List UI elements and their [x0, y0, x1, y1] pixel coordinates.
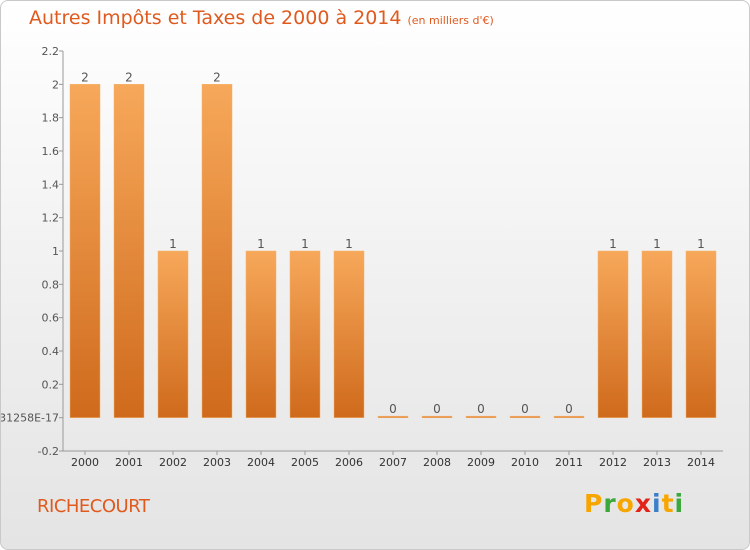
bar-value-label: 1 — [301, 237, 309, 251]
bar — [421, 415, 453, 418]
bar — [465, 415, 497, 418]
x-tick-label: 2014 — [687, 456, 715, 469]
y-tick-label: 0.2 — [42, 378, 60, 391]
x-tick-label: 2004 — [247, 456, 275, 469]
bar-value-label: 2 — [81, 70, 89, 84]
y-tick-label: 1 — [52, 245, 59, 258]
bar-value-label: 0 — [565, 402, 573, 416]
bar-value-label: 0 — [477, 402, 485, 416]
bar-value-label: 1 — [609, 237, 617, 251]
proxiti-logo[interactable]: Proxiti — [584, 489, 684, 518]
x-tick-label: 2011 — [555, 456, 583, 469]
bar — [201, 84, 233, 418]
bar — [157, 250, 189, 418]
logo-letter: P — [584, 489, 604, 518]
x-tick-label: 2010 — [511, 456, 539, 469]
bar — [289, 250, 321, 418]
y-tick-label: -0.2 — [38, 445, 59, 458]
chart-title: Autres Impôts et Taxes de 2000 à 2014 (en… — [29, 7, 494, 29]
bar-value-label: 1 — [257, 237, 265, 251]
bar — [113, 84, 145, 418]
logo-letter: i — [674, 489, 685, 518]
y-tick-label: 1.8 — [42, 112, 60, 125]
x-tick-label: 2013 — [643, 456, 671, 469]
bar — [69, 84, 101, 418]
bar — [377, 415, 409, 418]
x-tick-label: 2001 — [115, 456, 143, 469]
logo-letter: t — [661, 489, 675, 518]
x-tick-label: 2009 — [467, 456, 495, 469]
bar — [509, 415, 541, 418]
x-tick-label: 2002 — [159, 456, 187, 469]
bar-value-label: 2 — [125, 70, 133, 84]
logo-letter: x — [634, 489, 652, 518]
bar-value-label: 1 — [345, 237, 353, 251]
x-tick-label: 2008 — [423, 456, 451, 469]
logo-letter: o — [616, 489, 635, 518]
bar-value-label: 1 — [653, 237, 661, 251]
logo-letter: i — [652, 489, 662, 518]
logo-letter: r — [603, 489, 617, 518]
bar-value-label: 1 — [697, 237, 705, 251]
bar — [245, 250, 277, 418]
x-tick-label: 2000 — [71, 456, 99, 469]
chart-unit: (en milliers d'€) — [407, 14, 494, 27]
x-tick-label: 2005 — [291, 456, 319, 469]
x-tick-label: 2006 — [335, 456, 363, 469]
bar — [333, 250, 365, 418]
bar — [597, 250, 629, 418]
y-tick-label: 1.6 — [42, 145, 60, 158]
y-tick-label: 1.4 — [42, 178, 60, 191]
x-tick-label: 2003 — [203, 456, 231, 469]
y-tick-label: 0.6 — [42, 312, 60, 325]
y-tick-label: 2 — [52, 78, 59, 91]
bar — [685, 250, 717, 418]
bar-value-label: 2 — [213, 70, 221, 84]
y-tick-label: 0.8 — [42, 278, 60, 291]
bar — [641, 250, 673, 418]
bar-value-label: 0 — [389, 402, 397, 416]
x-tick-label: 2007 — [379, 456, 407, 469]
y-tick-label: 5.5511151231258E-17 — [1, 412, 59, 425]
x-tick-label: 2012 — [599, 456, 627, 469]
bar — [553, 415, 585, 418]
bar-value-label: 1 — [169, 237, 177, 251]
y-tick-label: 2.2 — [42, 45, 60, 58]
bar-value-label: 0 — [521, 402, 529, 416]
y-tick-label: 1.2 — [42, 212, 60, 225]
bar-value-label: 0 — [433, 402, 441, 416]
commune-name: RICHECOURT — [37, 496, 150, 517]
y-tick-label: 0.4 — [42, 345, 60, 358]
chart-title-text: Autres Impôts et Taxes de 2000 à 2014 — [29, 7, 402, 29]
